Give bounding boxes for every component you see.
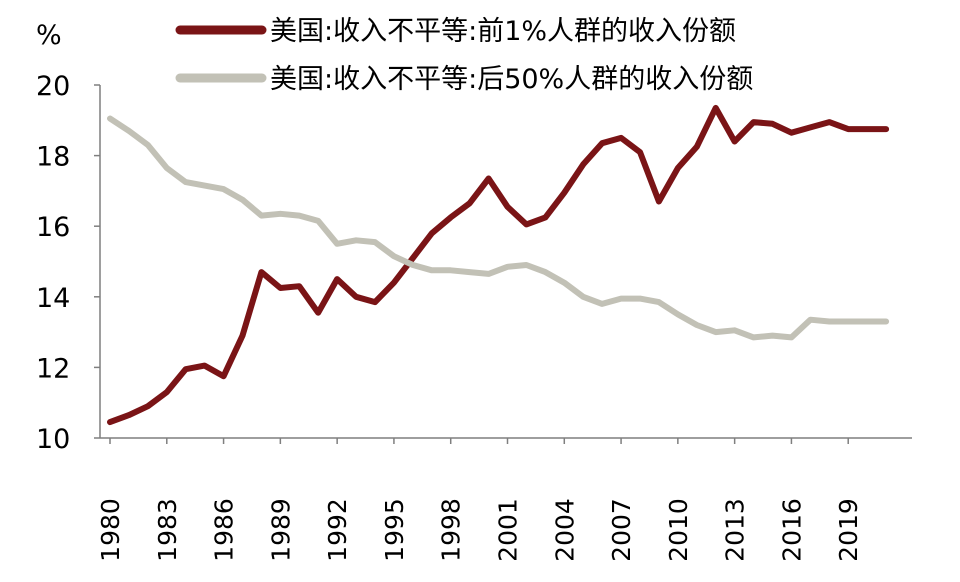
x-tick-label: 1995 bbox=[380, 498, 409, 562]
x-tick-label: 2001 bbox=[494, 498, 523, 562]
x-tick-label: 2004 bbox=[550, 498, 579, 562]
x-tick-label: 1986 bbox=[210, 498, 239, 562]
x-tick-label: 2019 bbox=[834, 498, 863, 562]
legend-label-bottom50: 美国:收入不平等:后50%人群的收入份额 bbox=[270, 64, 753, 95]
x-tick-label: 1980 bbox=[96, 498, 125, 562]
x-tick-label: 2010 bbox=[664, 498, 693, 562]
x-tick-label: 1992 bbox=[323, 498, 352, 562]
legend-label-top1: 美国:收入不平等:前1%人群的收入份额 bbox=[270, 16, 736, 47]
legend: 美国:收入不平等:前1%人群的收入份额 美国:收入不平等:后50%人群的收入份额 bbox=[175, 16, 753, 95]
y-ticks: 10 12 14 16 18 20 bbox=[36, 71, 100, 455]
x-tick-label: 2013 bbox=[721, 498, 750, 562]
y-tick-label: 10 bbox=[36, 424, 70, 455]
y-tick-label: 12 bbox=[36, 353, 70, 384]
y-tick-label: 16 bbox=[36, 212, 70, 243]
x-tick-label: 1983 bbox=[153, 498, 182, 562]
series-line-top1 bbox=[107, 104, 890, 426]
y-tick-label: 14 bbox=[36, 283, 70, 314]
y-tick-label: 18 bbox=[36, 142, 70, 173]
x-tick-label: 2016 bbox=[777, 498, 806, 562]
x-tick-label: 2007 bbox=[607, 498, 636, 562]
x-tick-label: 1989 bbox=[266, 498, 295, 562]
y-unit-label: % bbox=[36, 20, 62, 51]
x-ticks: 1980 1983 1986 1989 1992 1995 1998 2001 2004 2007… bbox=[96, 438, 863, 562]
series-layer bbox=[107, 104, 890, 426]
x-tick-label: 1998 bbox=[437, 498, 466, 562]
series-line-bottom50 bbox=[107, 115, 890, 341]
y-tick-label: 20 bbox=[36, 71, 70, 102]
axes: 10 12 14 16 18 20 1980 1983 1986 1989 1992 1995 199… bbox=[36, 71, 912, 562]
